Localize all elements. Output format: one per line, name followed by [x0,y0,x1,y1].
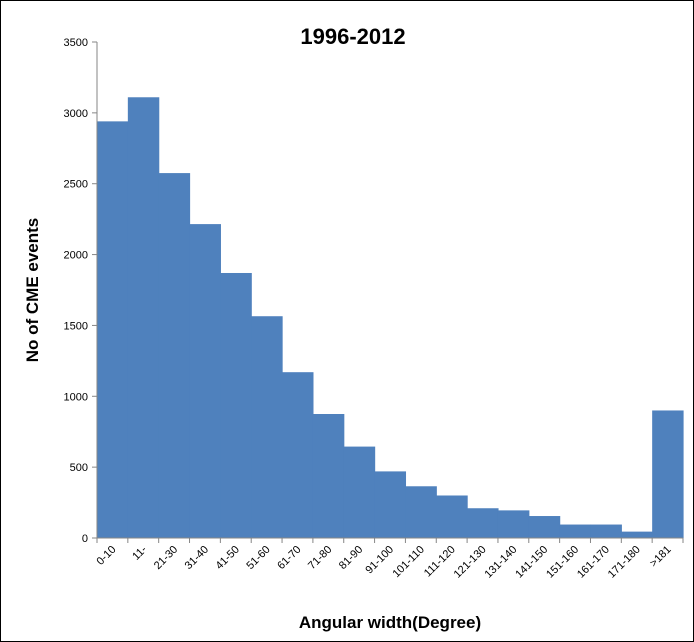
x-axis-label: Angular width(Degree) [299,613,481,632]
bar-16 [590,524,622,538]
y-tick-label-4: 2000 [64,250,88,262]
bar-3 [189,224,221,538]
y-tick-label-2: 1000 [64,391,88,403]
bar-6 [282,372,314,538]
bar-18 [652,410,684,538]
bar-7 [312,414,345,538]
bar-10 [405,486,437,538]
bar-14 [528,516,561,538]
y-tick-label-3: 1500 [64,320,88,332]
bar-13 [497,510,530,538]
y-axis-label: No of CME events [23,218,42,363]
y-tick-label-0: 0 [82,533,88,545]
bar-11 [436,495,468,538]
bar-1 [127,97,160,539]
bar-12 [467,508,499,538]
bar-17 [621,531,653,538]
y-tick-label-6: 3000 [64,108,88,120]
bar-4 [220,272,252,538]
y-tick-label-7: 3500 [64,37,88,49]
bar-0 [97,121,129,539]
y-tick-label-1: 500 [70,462,88,474]
bar-5 [251,316,283,538]
y-tick-label-5: 2500 [64,179,88,191]
bar-15 [559,524,592,538]
bar-8 [343,446,376,538]
bar-2 [158,173,191,538]
chart-title: 1996-2012 [300,24,405,49]
bar-9 [374,471,407,538]
